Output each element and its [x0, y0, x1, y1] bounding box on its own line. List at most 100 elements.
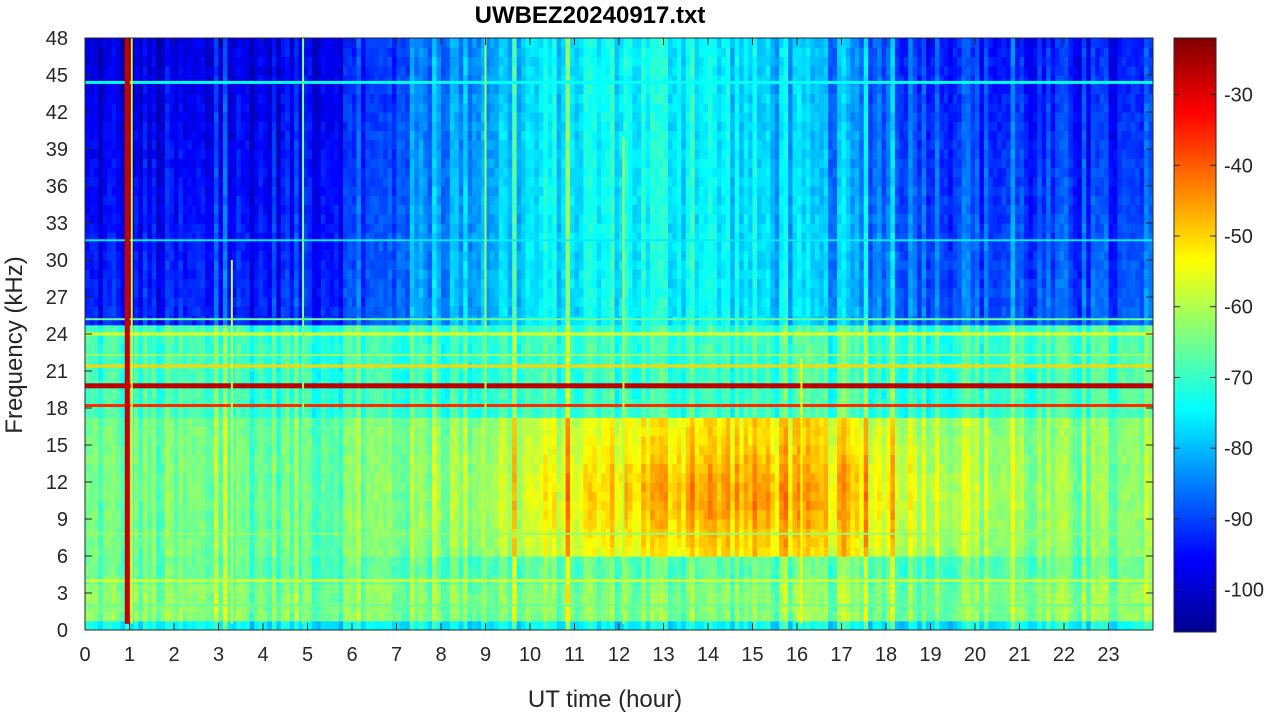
- heatmap-cell: [111, 593, 117, 603]
- heatmap-cell: [383, 250, 389, 261]
- heatmap-cell: [374, 139, 380, 150]
- heatmap-cell: [405, 602, 411, 613]
- heatmap-cell: [102, 47, 108, 58]
- heatmap-cell: [303, 65, 309, 76]
- heatmap-cell: [249, 75, 255, 85]
- heatmap-cell: [405, 287, 411, 298]
- heatmap-cell: [387, 556, 393, 566]
- heatmap-cell: [427, 519, 433, 529]
- heatmap-cell: [409, 602, 415, 613]
- heatmap-cell: [392, 56, 398, 67]
- heatmap-cell: [196, 139, 202, 150]
- heatmap-cell: [289, 343, 295, 354]
- heatmap-cell: [200, 343, 206, 354]
- heatmap-cell: [102, 204, 108, 215]
- heatmap-cell: [263, 250, 269, 261]
- heatmap-cell: [116, 435, 122, 446]
- heatmap-cell: [329, 583, 335, 594]
- heatmap-cell: [316, 195, 322, 206]
- heatmap-cell: [400, 408, 406, 418]
- heatmap-cell: [418, 315, 424, 326]
- heatmap-cell: [209, 556, 215, 566]
- heatmap-cell: [240, 463, 246, 474]
- heatmap-cell: [360, 426, 366, 437]
- heatmap-cell: [320, 334, 326, 344]
- heatmap-cell: [365, 583, 371, 594]
- heatmap-cell: [356, 93, 362, 104]
- heatmap-cell: [423, 47, 429, 58]
- heatmap-cell: [276, 269, 282, 280]
- heatmap-cell: [338, 130, 344, 141]
- heatmap-cell: [258, 121, 264, 132]
- heatmap-cell: [156, 121, 162, 132]
- heatmap-cell: [356, 56, 362, 67]
- heatmap-cell: [356, 223, 362, 233]
- heatmap-cell: [365, 352, 371, 363]
- heatmap-cell: [151, 565, 157, 576]
- heatmap-cell: [392, 334, 398, 344]
- heatmap-cell: [160, 93, 166, 104]
- heatmap-cell: [169, 195, 175, 206]
- heatmap-cell: [285, 620, 291, 630]
- heatmap-cell: [374, 232, 380, 243]
- heatmap-cell: [303, 195, 309, 206]
- heatmap-cell: [289, 130, 295, 141]
- heatmap-cell: [311, 611, 317, 622]
- heatmap-cell: [182, 519, 188, 529]
- heatmap-cell: [240, 306, 246, 317]
- heatmap-cell: [365, 371, 371, 381]
- heatmap-cell: [369, 519, 375, 529]
- heatmap-cell: [85, 426, 91, 437]
- heatmap-cell: [245, 454, 251, 465]
- heatmap-cell: [378, 186, 384, 196]
- heatmap-cell: [133, 334, 139, 344]
- heatmap-cell: [280, 93, 286, 104]
- heatmap-cell: [169, 38, 175, 48]
- heatmap-cell: [93, 389, 99, 400]
- heatmap-cell: [209, 491, 215, 502]
- heatmap-cell: [98, 75, 104, 85]
- heatmap-cell: [307, 47, 313, 58]
- heatmap-cell: [182, 297, 188, 307]
- heatmap-cell: [258, 343, 264, 354]
- heatmap-cell: [418, 139, 424, 150]
- heatmap-cell: [280, 519, 286, 529]
- heatmap-cell: [383, 389, 389, 400]
- heatmap-cell: [423, 93, 429, 104]
- heatmap-cell: [405, 186, 411, 196]
- heatmap-cell: [182, 537, 188, 548]
- heatmap-cell: [249, 509, 255, 520]
- heatmap-cell: [414, 75, 420, 85]
- heatmap-cell: [352, 84, 358, 95]
- heatmap-cell: [338, 463, 344, 474]
- heatmap-cell: [169, 509, 175, 520]
- heatmap-cell: [89, 102, 95, 113]
- heatmap-cell: [191, 417, 197, 428]
- heatmap-cell: [369, 84, 375, 95]
- heatmap-cell: [365, 509, 371, 520]
- heatmap-cell: [360, 65, 366, 76]
- heatmap-cell: [254, 93, 260, 104]
- heatmap-cell: [231, 408, 237, 418]
- heatmap-cell: [227, 112, 233, 122]
- heatmap-cell: [405, 93, 411, 104]
- heatmap-cell: [280, 509, 286, 520]
- heatmap-cell: [294, 93, 300, 104]
- heatmap-cell: [311, 537, 317, 548]
- heatmap-cell: [325, 121, 331, 132]
- heatmap-cell: [169, 389, 175, 400]
- heatmap-cell: [107, 306, 113, 317]
- heatmap-cell: [133, 509, 139, 520]
- heatmap-cell: [423, 213, 429, 224]
- heatmap-cell: [374, 186, 380, 196]
- heatmap-cell: [182, 463, 188, 474]
- heatmap-cell: [102, 445, 108, 455]
- heatmap-cell: [151, 611, 157, 622]
- heatmap-cell: [383, 139, 389, 150]
- heatmap-cell: [182, 65, 188, 76]
- heatmap-cell: [89, 565, 95, 576]
- heatmap-cell: [383, 75, 389, 85]
- heatmap-cell: [191, 602, 197, 613]
- heatmap-cell: [298, 352, 304, 363]
- heatmap-cell: [280, 47, 286, 58]
